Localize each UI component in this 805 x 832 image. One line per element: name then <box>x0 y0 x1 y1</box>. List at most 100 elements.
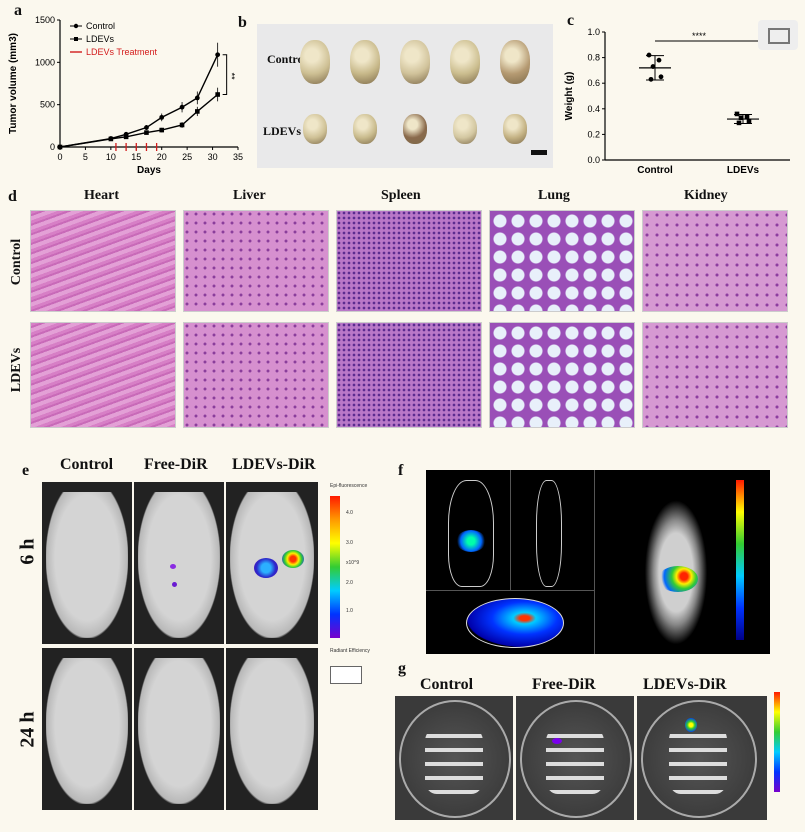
imaging-col-ldevs-dir: LDEVs-DiR <box>232 456 316 473</box>
ivis-image-ldevsdir-24h <box>226 648 318 810</box>
tumor-photo: Control LDEVs <box>257 24 553 168</box>
organ-label-lung: Lung <box>538 188 570 203</box>
x-tick-label: 5 <box>83 152 88 162</box>
data-point <box>656 57 662 63</box>
significance-bracket <box>222 54 228 96</box>
ivis-image-freedir-6h <box>134 482 224 644</box>
imaging-col-free-dir: Free-DiR <box>144 456 208 473</box>
tumor-sample <box>453 114 477 144</box>
data-point <box>123 134 129 140</box>
panel-label-a: a <box>14 2 22 19</box>
tumor-sample <box>303 114 327 144</box>
y-tick-label: 1.0 <box>587 27 600 37</box>
organ-label-spleen: Spleen <box>381 188 421 203</box>
data-point <box>57 144 63 150</box>
intestine-col-ldevs-dir: LDEVs-DiR <box>643 676 727 693</box>
histology-kidney-ldevs <box>642 322 788 428</box>
data-point <box>144 130 149 135</box>
ct-fluorescence-3d <box>426 470 770 654</box>
data-point <box>746 119 752 124</box>
data-point <box>159 114 165 120</box>
legend-label-treatment: LDEVs Treatment <box>86 47 158 57</box>
panel-label-d: d <box>8 188 17 205</box>
histology-heart-control <box>30 210 176 312</box>
tumor-sample <box>300 40 330 84</box>
tumor-row-label-control: Control <box>267 52 307 66</box>
tumor-sample <box>403 114 427 144</box>
y-axis-label: Weight (g) <box>564 72 575 121</box>
color-scale-box <box>330 666 362 684</box>
y-tick-label: 0 <box>50 142 55 152</box>
histology-row-label-control: Control <box>9 238 24 286</box>
data-point <box>744 114 750 119</box>
panel-label-e: e <box>22 462 30 479</box>
x-tick-label: 0 <box>57 152 62 162</box>
organ-label-liver: Liver <box>233 188 266 203</box>
intestine-col-free-dir: Free-DiR <box>532 676 596 693</box>
ivis-image-control-6h <box>42 482 132 644</box>
intestine-col-control: Control <box>420 676 474 693</box>
significance-label: **** <box>692 31 707 41</box>
data-point <box>194 95 200 101</box>
imaging-col-control: Control <box>60 456 114 473</box>
intestine-colorbar <box>774 692 780 792</box>
organ-label-kidney: Kidney <box>684 188 728 203</box>
y-tick-label: 0.8 <box>587 53 600 63</box>
data-point <box>215 52 221 58</box>
panel-label-c: c <box>567 12 575 29</box>
imaging-row-24h: 24 h <box>16 711 39 748</box>
y-tick-label: 0.2 <box>587 129 600 139</box>
x-tick-label: 10 <box>106 152 116 162</box>
series-line-1 <box>59 93 219 148</box>
y-tick-label: 0.6 <box>587 78 600 88</box>
data-point <box>159 127 165 133</box>
data-point <box>215 92 220 97</box>
data-point <box>144 125 149 130</box>
data-point <box>179 104 185 110</box>
legend-label-control: Control <box>86 21 115 31</box>
imaging-row-6h: 6 h <box>16 538 39 565</box>
tumor-volume-chart: 0 5 10 15 20 25 30 35 0 500 1000 1500 Days Tumor volu… <box>8 15 243 176</box>
series-line-0 <box>59 54 219 148</box>
panel-label-g: g <box>398 660 406 677</box>
y-tick-label: 0.4 <box>587 104 600 114</box>
organ-label-heart: Heart <box>84 188 119 203</box>
weight-chart: 0.0 0.2 0.4 0.6 0.8 1.0 Control LDEVs Weight (g)… <box>564 27 790 176</box>
data-point <box>195 109 200 114</box>
y-tick-label: 1500 <box>35 15 55 25</box>
colorbar-unit: x10^9 <box>346 560 360 566</box>
ivis-image-freedir-24h <box>134 648 224 810</box>
data-point <box>646 52 652 58</box>
colorbar-tick-1: 4.0 <box>346 510 353 516</box>
tumor-sample <box>400 40 430 84</box>
tumor-sample <box>353 114 377 144</box>
colorbar-title: Epi-fluorescence <box>330 483 368 489</box>
histology-heart-ldevs <box>30 322 176 428</box>
x-tick-label: 25 <box>182 152 192 162</box>
histology-liver-ldevs <box>183 322 329 428</box>
window-icon <box>758 20 798 50</box>
ivis-image-ldevsdir-6h <box>226 482 318 644</box>
legend-marker-ldevs <box>74 37 78 41</box>
significance-label: ** <box>227 73 237 81</box>
fluorescence-colorbar <box>330 496 340 638</box>
scale-bar <box>531 150 547 155</box>
panel-label-b: b <box>238 14 247 31</box>
y-tick-label: 0.0 <box>587 155 600 165</box>
data-point <box>648 76 654 82</box>
tumor-sample <box>450 40 480 84</box>
intestine-image-ldevsdir <box>637 696 767 820</box>
tumor-sample <box>500 40 530 84</box>
histology-row-label-ldevs: LDEVs <box>9 347 24 393</box>
tumor-sample <box>350 40 380 84</box>
histology-kidney-control <box>642 210 788 312</box>
data-point <box>650 64 656 69</box>
x-axis-label: Days <box>137 165 161 176</box>
x-tick-label: 20 <box>157 152 167 162</box>
data-point <box>736 120 742 126</box>
histology-liver-control <box>183 210 329 312</box>
tumor-row-label-ldevs: LDEVs <box>263 124 302 138</box>
histology-lung-control <box>489 210 635 312</box>
category-label: Control <box>637 165 673 176</box>
data-point <box>108 136 114 142</box>
